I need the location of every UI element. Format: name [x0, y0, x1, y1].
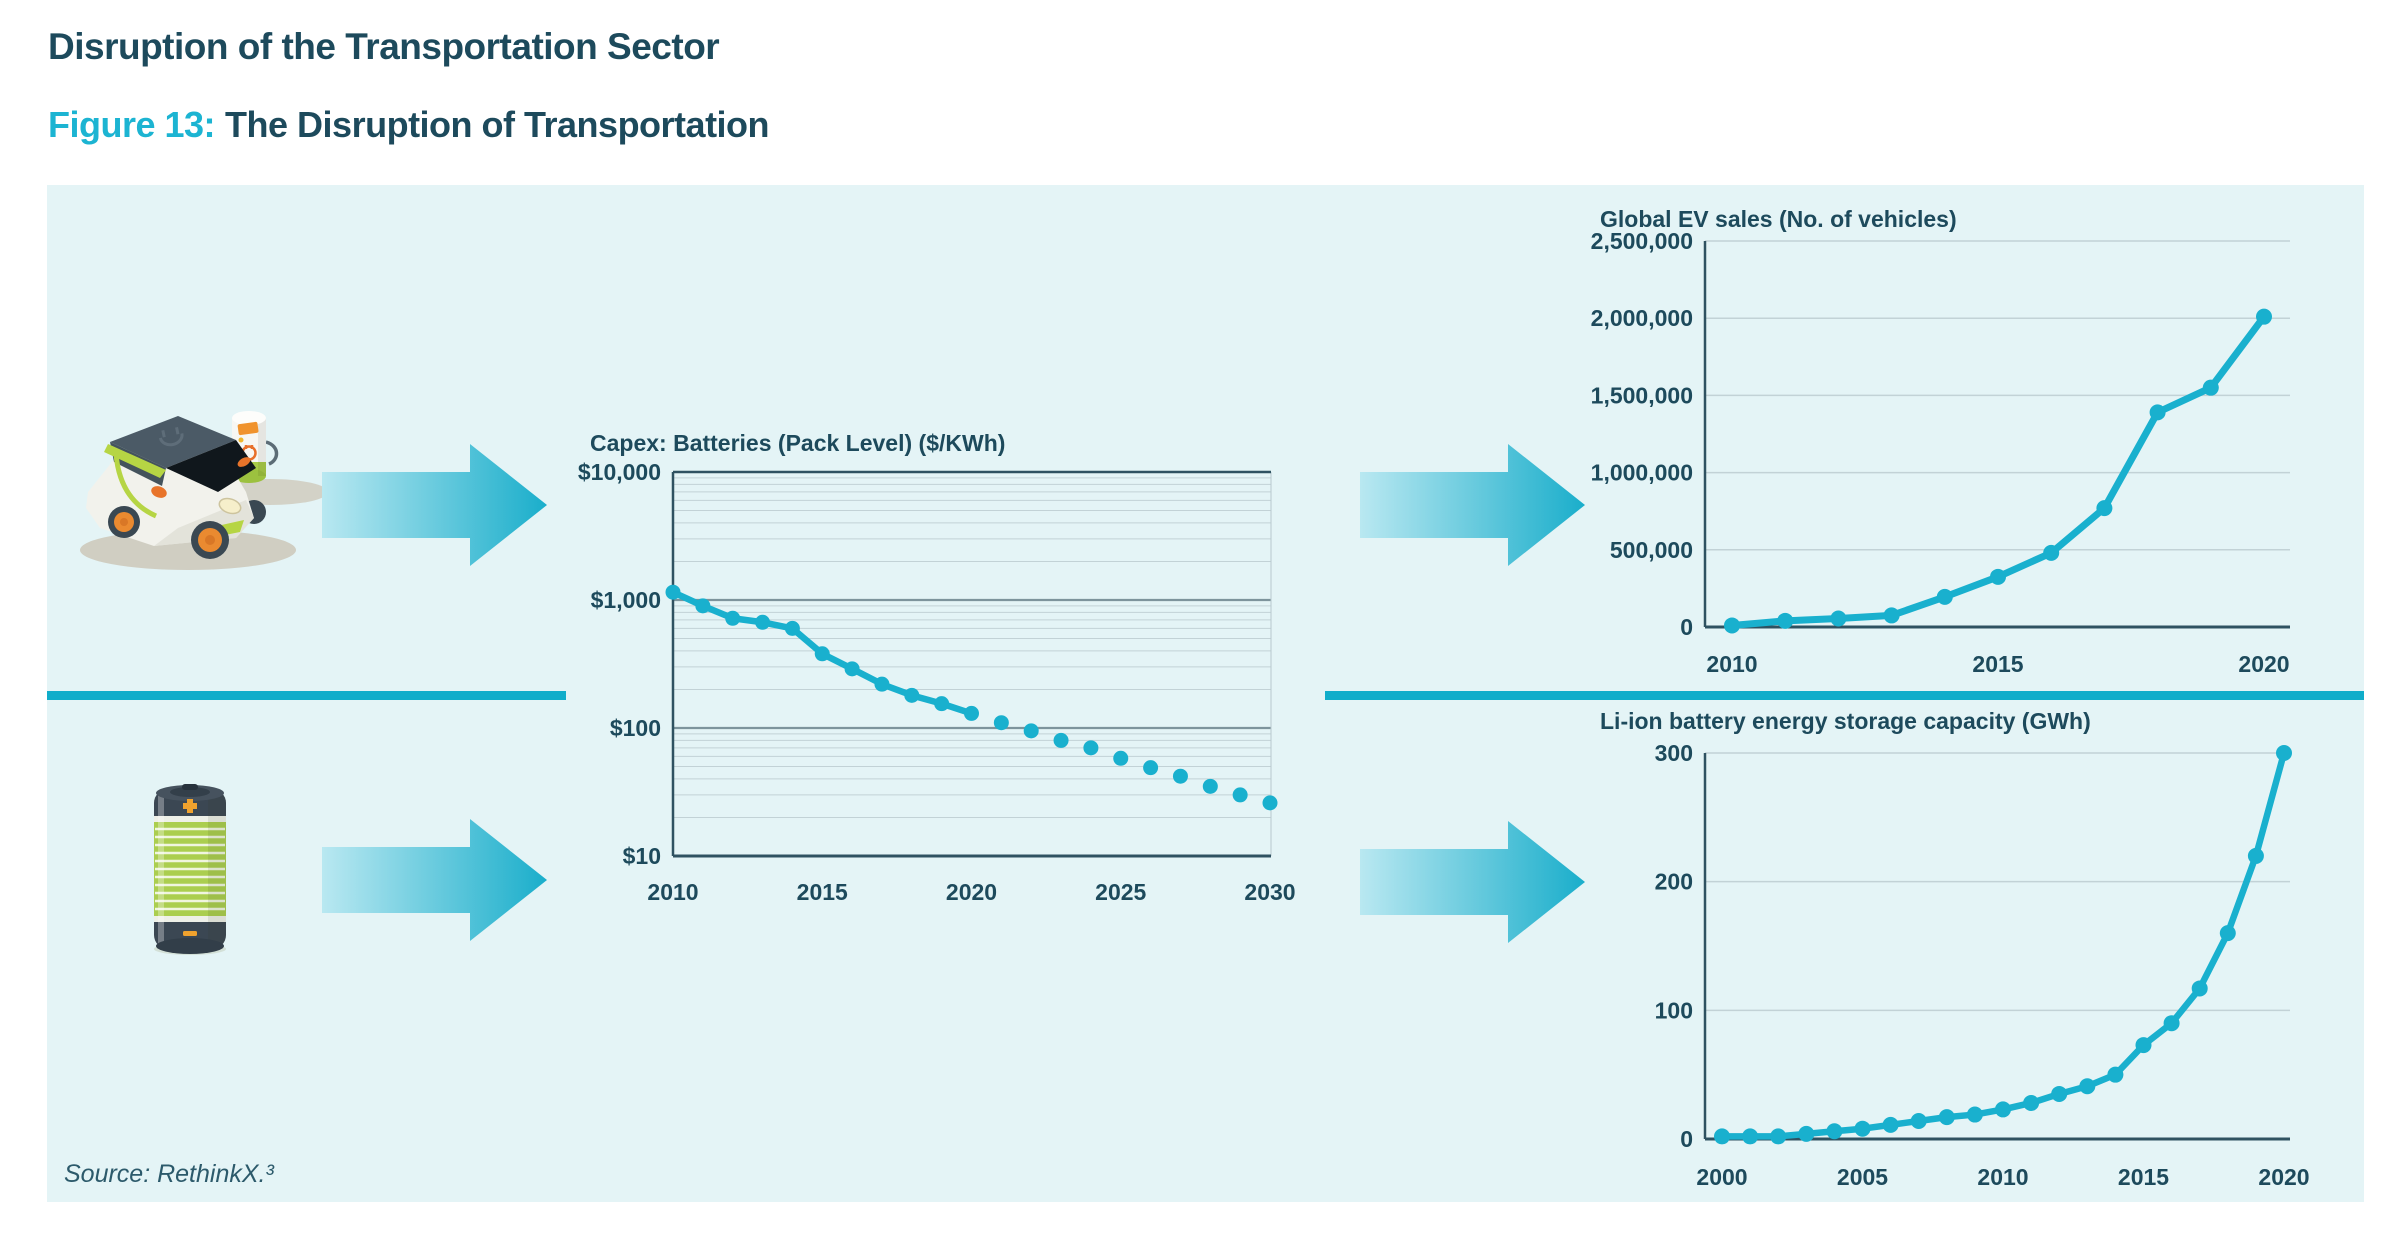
svg-text:$10: $10 [623, 843, 661, 869]
liion-chart-title: Li-ion battery energy storage capacity (… [1600, 708, 2091, 734]
page-title: Disruption of the Transportation Sector [48, 26, 720, 67]
svg-text:2015: 2015 [797, 879, 848, 905]
arrow-right-icon [322, 819, 547, 941]
svg-text:$1,000: $1,000 [591, 587, 661, 613]
ev-car-charging-icon [80, 411, 328, 570]
capex-batteries-chart: $10,000 $1,000 $100 $10 2010 2015 2020 2025 2030 [578, 459, 1296, 905]
svg-text:2015: 2015 [2118, 1164, 2169, 1190]
arrow-right-icon [1360, 821, 1585, 943]
source-note: Source: RethinkX.³ [64, 1160, 274, 1188]
svg-text:2005: 2005 [1837, 1164, 1888, 1190]
svg-text:1,000,000: 1,000,000 [1591, 460, 1693, 486]
battery-icon [154, 784, 226, 955]
arrow-right-icon [322, 444, 547, 566]
svg-text:1,500,000: 1,500,000 [1591, 382, 1693, 408]
svg-text:2010: 2010 [647, 879, 698, 905]
svg-text:2020: 2020 [2238, 651, 2289, 677]
svg-text:2025: 2025 [1095, 879, 1146, 905]
svg-text:2,000,000: 2,000,000 [1591, 305, 1693, 331]
svg-text:2020: 2020 [946, 879, 997, 905]
svg-text:$10,000: $10,000 [578, 459, 661, 485]
figure-caption: Figure 13: The Disruption of Transportati… [48, 104, 770, 146]
svg-text:0: 0 [1680, 614, 1693, 640]
svg-text:2010: 2010 [1977, 1164, 2028, 1190]
global-ev-sales-chart: 2,500,000 2,000,000 1,500,000 1,000,000 500,… [1591, 228, 2290, 677]
svg-text:2030: 2030 [1244, 879, 1295, 905]
divider-line-left [47, 691, 566, 700]
svg-text:2010: 2010 [1706, 651, 1757, 677]
svg-text:300: 300 [1655, 740, 1693, 766]
divider-line-right [1325, 691, 2364, 700]
svg-text:200: 200 [1655, 869, 1693, 895]
svg-text:2015: 2015 [1972, 651, 2023, 677]
svg-text:2020: 2020 [2258, 1164, 2309, 1190]
svg-text:$100: $100 [610, 715, 661, 741]
ev-sales-chart-title: Global EV sales (No. of vehicles) [1600, 206, 1957, 232]
svg-text:100: 100 [1655, 997, 1693, 1023]
figure-label: Figure 13: [48, 104, 216, 145]
svg-text:500,000: 500,000 [1610, 537, 1693, 563]
figure-caption-text: The Disruption of Transportation [225, 104, 770, 145]
arrow-right-icon [1360, 444, 1585, 566]
capex-chart-title: Capex: Batteries (Pack Level) ($/KWh) [590, 430, 1006, 456]
svg-text:2000: 2000 [1696, 1164, 1747, 1190]
svg-text:2,500,000: 2,500,000 [1591, 228, 1693, 254]
svg-text:0: 0 [1680, 1126, 1693, 1152]
